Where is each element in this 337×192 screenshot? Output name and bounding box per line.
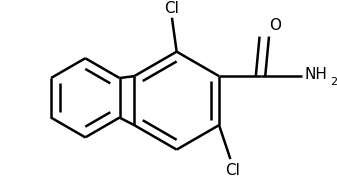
Text: Cl: Cl [225, 163, 240, 178]
Text: NH: NH [305, 67, 328, 82]
Text: Cl: Cl [164, 1, 179, 16]
Text: O: O [269, 18, 281, 33]
Text: 2: 2 [330, 77, 337, 87]
